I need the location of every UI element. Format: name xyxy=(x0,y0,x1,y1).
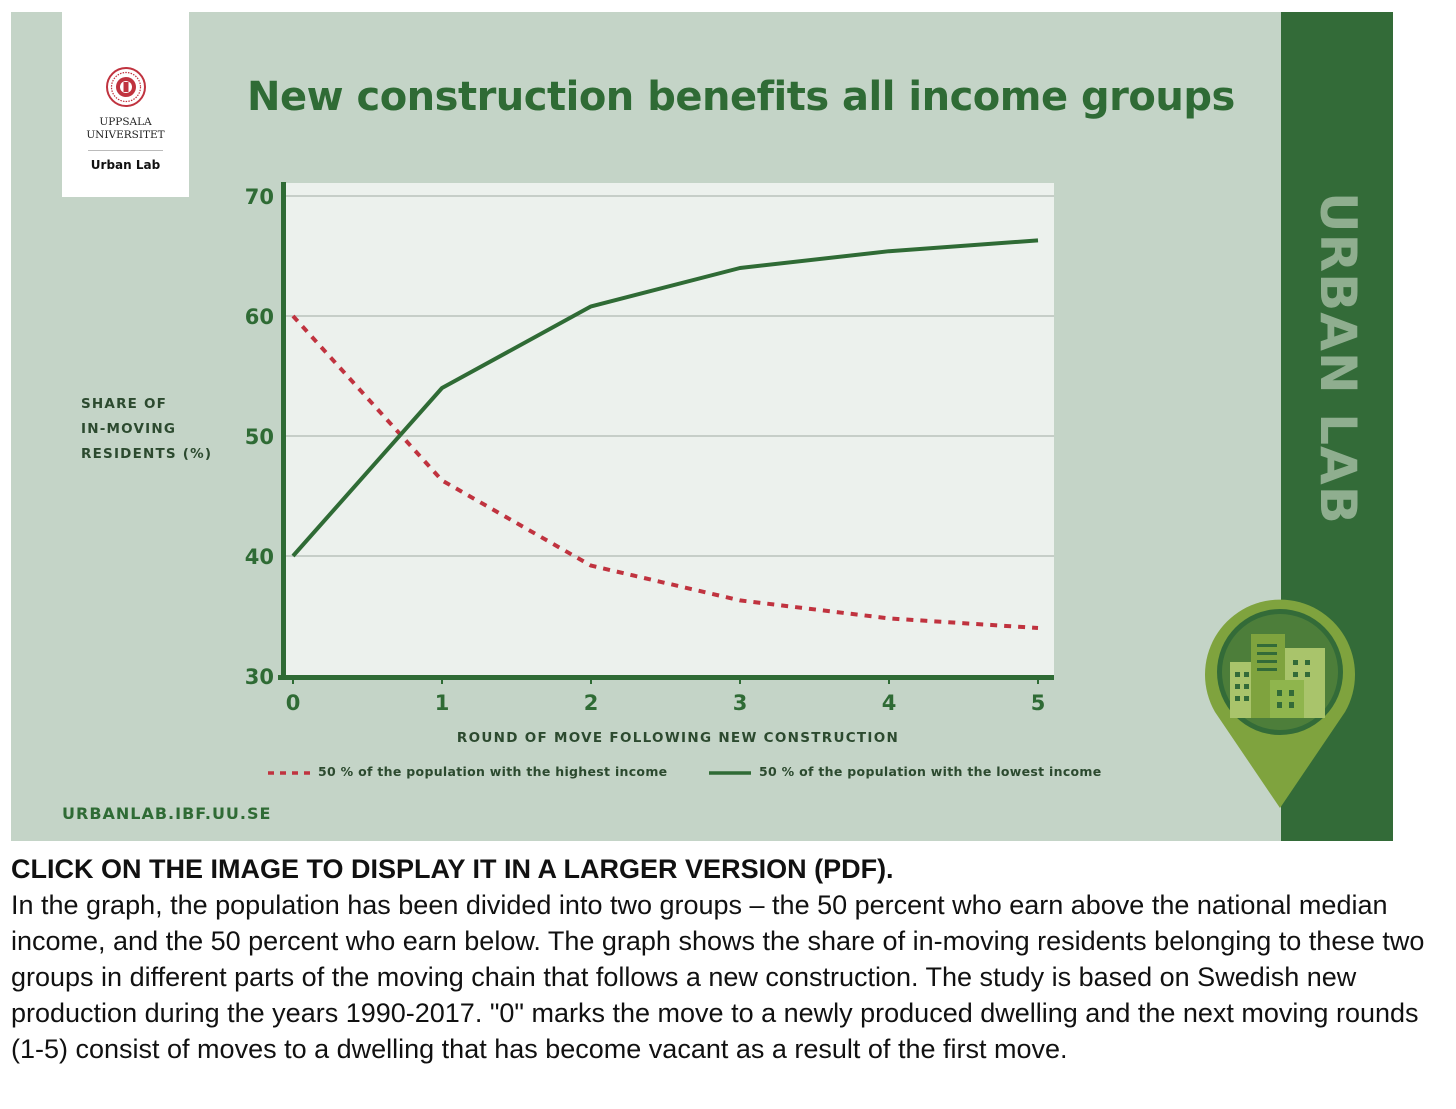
caption-heading-link[interactable]: CLICK ON THE IMAGE TO DISPLAY IT IN A LA… xyxy=(11,854,894,884)
legend-label-highest-income: 50 % of the population with the highest … xyxy=(318,764,668,779)
y-tick-label: 30 xyxy=(245,665,274,689)
legend-label-lowest-income: 50 % of the population with the lowest i… xyxy=(759,764,1102,779)
y-tick-label: 60 xyxy=(245,305,274,329)
x-tick-label: 4 xyxy=(882,691,897,715)
legend-item-lowest-income: 50 % of the population with the lowest i… xyxy=(707,764,1102,779)
sidebar-brand-text: URBAN LAB xyxy=(1309,192,1367,525)
x-tick-label: 1 xyxy=(435,691,450,715)
x-tick-label: 3 xyxy=(733,691,748,715)
chart-legend: 50 % of the population with the highest … xyxy=(266,764,1146,784)
dashed-line-swatch-icon xyxy=(268,770,310,775)
website-link[interactable]: URBANLAB.IBF.UU.SE xyxy=(62,804,272,823)
chart-title: New construction benefits all income gro… xyxy=(247,74,1235,120)
x-axis-label: ROUND OF MOVE FOLLOWING NEW CONSTRUCTION xyxy=(457,730,899,746)
location-pin-buildings-icon xyxy=(1205,599,1355,808)
logo-divider xyxy=(88,150,163,151)
y-tick-label: 70 xyxy=(245,185,274,209)
x-tick-label: 0 xyxy=(286,691,301,715)
x-tick-label: 2 xyxy=(584,691,599,715)
plot-area xyxy=(282,183,1054,676)
x-tick-label: 5 xyxy=(1031,691,1046,715)
y-tick-label: 50 xyxy=(245,425,274,449)
y-tick-label: 40 xyxy=(245,545,274,569)
caption-body-text: In the graph, the population has been di… xyxy=(11,890,1425,1064)
infographic-poster[interactable]: UPPSALA UNIVERSITET Urban Lab New constr… xyxy=(11,12,1393,841)
line-chart: 30 40 50 60 70 0 1 2 3 4 5 ROUND OF MOVE FOLLOWING … xyxy=(245,182,1054,746)
series-line-lowest-income xyxy=(291,238,1039,558)
y-axis-label: SHARE OF IN-MOVING RESIDENTS (%) xyxy=(81,396,213,462)
image-caption: CLICK ON THE IMAGE TO DISPLAY IT IN A LA… xyxy=(11,852,1447,1067)
solid-line-swatch-icon xyxy=(709,770,751,775)
lab-name: Urban Lab xyxy=(90,158,161,172)
series-line-highest-income xyxy=(291,314,1039,630)
university-seal-icon xyxy=(106,67,146,107)
university-name: UPPSALA UNIVERSITET xyxy=(86,116,165,141)
legend-item-highest-income: 50 % of the population with the highest … xyxy=(266,764,667,779)
university-logo-card: UPPSALA UNIVERSITET Urban Lab xyxy=(62,12,189,197)
